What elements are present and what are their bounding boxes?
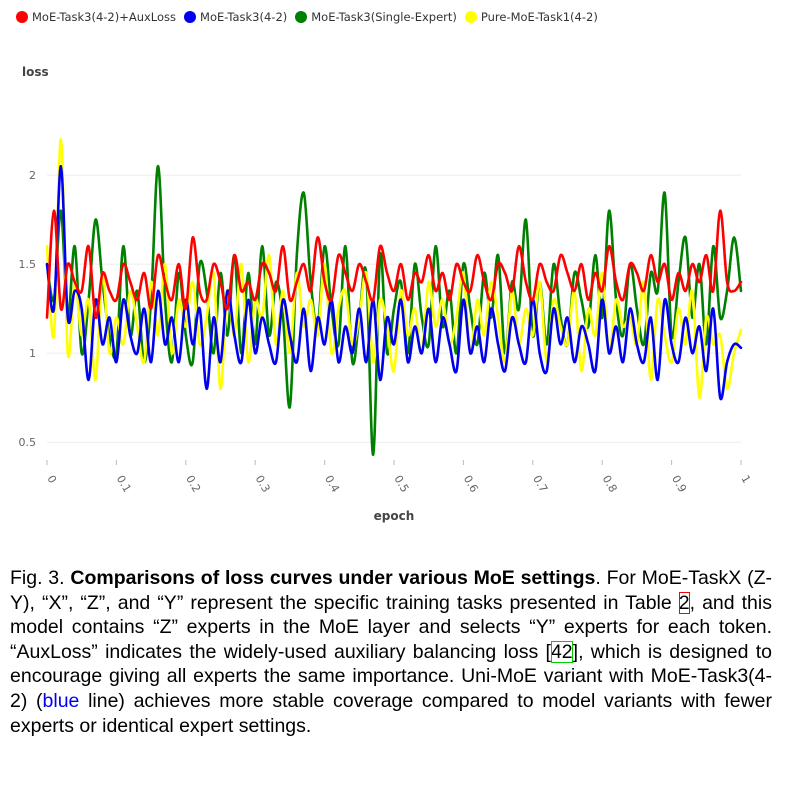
caption-blue-word: blue (42, 689, 80, 712)
x-tick-label: 0.5 (391, 473, 411, 495)
legend-item[interactable]: MoE-Task3(4-2) (184, 10, 287, 24)
legend-swatch (16, 11, 28, 23)
legend-item[interactable]: MoE-Task3(4-2)+AuxLoss (16, 10, 176, 24)
series-line (45, 209, 743, 319)
x-tick-label: 0.9 (669, 473, 689, 495)
caption-title: Comparisons of loss curves under various… (70, 567, 596, 589)
chart-legend: MoE-Task3(4-2)+AuxLoss MoE-Task3(4-2) MoE-… (16, 6, 598, 28)
x-tick-label: 0.3 (253, 473, 273, 495)
series-line (45, 138, 743, 400)
citation-link[interactable]: 42 (550, 640, 573, 663)
loss-chart: 0.5 1 1.5 2 0 0.1 0.2 0.3 0.4 0.5 0.6 0.7 0.8 0.9 1 lo… (19, 65, 754, 523)
y-tick-label: 1.5 (19, 258, 37, 271)
legend-label: Pure-MoE-Task1(4-2) (480, 10, 598, 24)
table-reference-link[interactable]: 2 (678, 591, 690, 614)
caption-text-1: . For MoE-TaskX (Z-Y), “X”, “Z”, and “Y”… (10, 567, 773, 614)
x-tick-label: 0.7 (530, 473, 550, 495)
x-tick-label: 0.2 (183, 473, 203, 495)
legend-label: MoE-Task3(4-2) (200, 10, 288, 24)
y-tick-label: 0.5 (19, 436, 37, 449)
series-layer (45, 138, 743, 457)
caption-text-2: , and this model contains “Z” experts in… (10, 591, 772, 663)
x-axis-title: epoch (374, 509, 415, 523)
legend-swatch (295, 11, 308, 23)
x-tick-label: 0.6 (461, 473, 481, 495)
series-line (45, 164, 743, 401)
x-tick-label: 0 (44, 473, 59, 486)
caption-fig-label: Fig. 3. (10, 567, 65, 589)
y-tick-label: 1 (29, 347, 36, 360)
legend-swatch (464, 11, 477, 23)
legend-item[interactable]: Pure-MoE-Task1(4-2) (464, 10, 598, 24)
legend-item[interactable]: MoE-Task3(Single-Expert) (295, 10, 457, 24)
series-line (45, 164, 743, 457)
y-axis-title: loss (22, 65, 49, 79)
legend-swatch (184, 11, 197, 23)
caption-text-4: line) achieves more stable coverage comp… (10, 689, 773, 737)
legend-label: MoE-Task3(4-2)+AuxLoss (32, 10, 177, 24)
y-tick-label: 2 (29, 169, 36, 182)
x-tick-label: 1 (738, 473, 753, 486)
legend-label: MoE-Task3(Single-Expert) (311, 10, 457, 24)
x-tick-label: 0.1 (114, 473, 134, 495)
figure-caption: Fig. 3. Comparisons of loss curves under… (10, 566, 772, 738)
caption-text-3: ], which is designed to encourage giving… (10, 640, 773, 712)
x-tick-label: 0.4 (322, 473, 342, 495)
x-tick-label: 0.8 (600, 473, 620, 495)
